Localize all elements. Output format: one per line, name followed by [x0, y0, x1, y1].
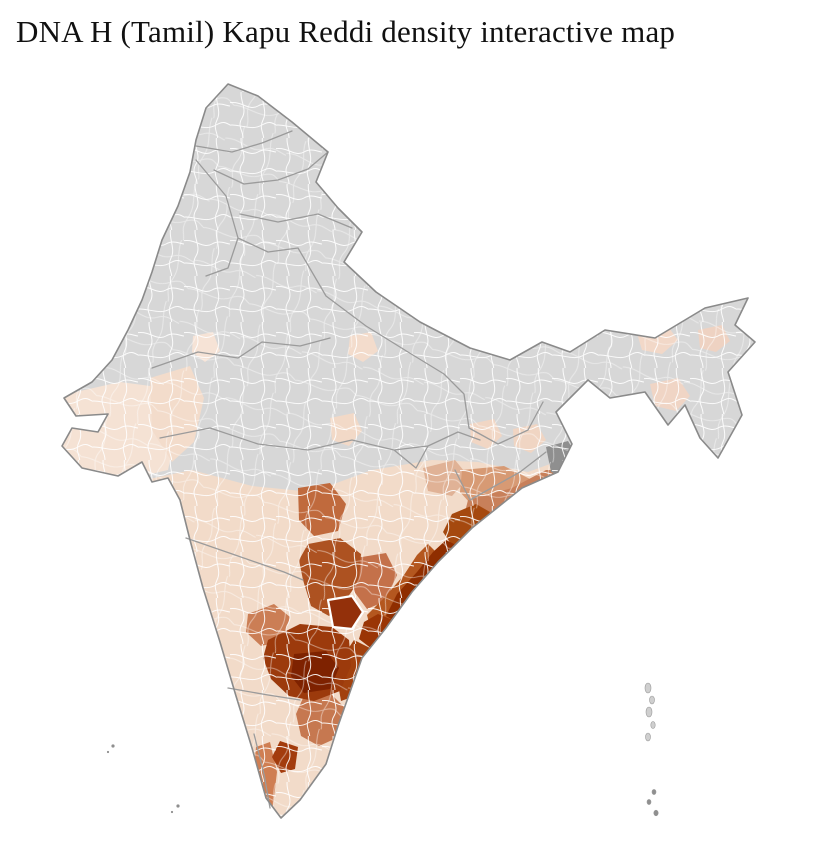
island[interactable]: [111, 744, 115, 748]
island[interactable]: [176, 804, 180, 808]
island[interactable]: [645, 706, 653, 718]
state-borders: [151, 130, 547, 809]
island[interactable]: [645, 732, 651, 742]
india-outline: [61, 83, 756, 819]
island[interactable]: [653, 809, 659, 817]
island[interactable]: [646, 799, 652, 805]
island[interactable]: [649, 695, 655, 705]
lakshadweep-islands[interactable]: [106, 744, 180, 814]
andaman-islands[interactable]: [644, 682, 659, 817]
island[interactable]: [170, 810, 174, 814]
island[interactable]: [651, 789, 657, 795]
island[interactable]: [106, 750, 110, 754]
highlighted-district[interactable]: [326, 594, 365, 631]
island[interactable]: [644, 682, 652, 694]
page-title: DNA H (Tamil) Kapu Reddi density interac…: [16, 14, 676, 49]
island[interactable]: [650, 721, 656, 729]
